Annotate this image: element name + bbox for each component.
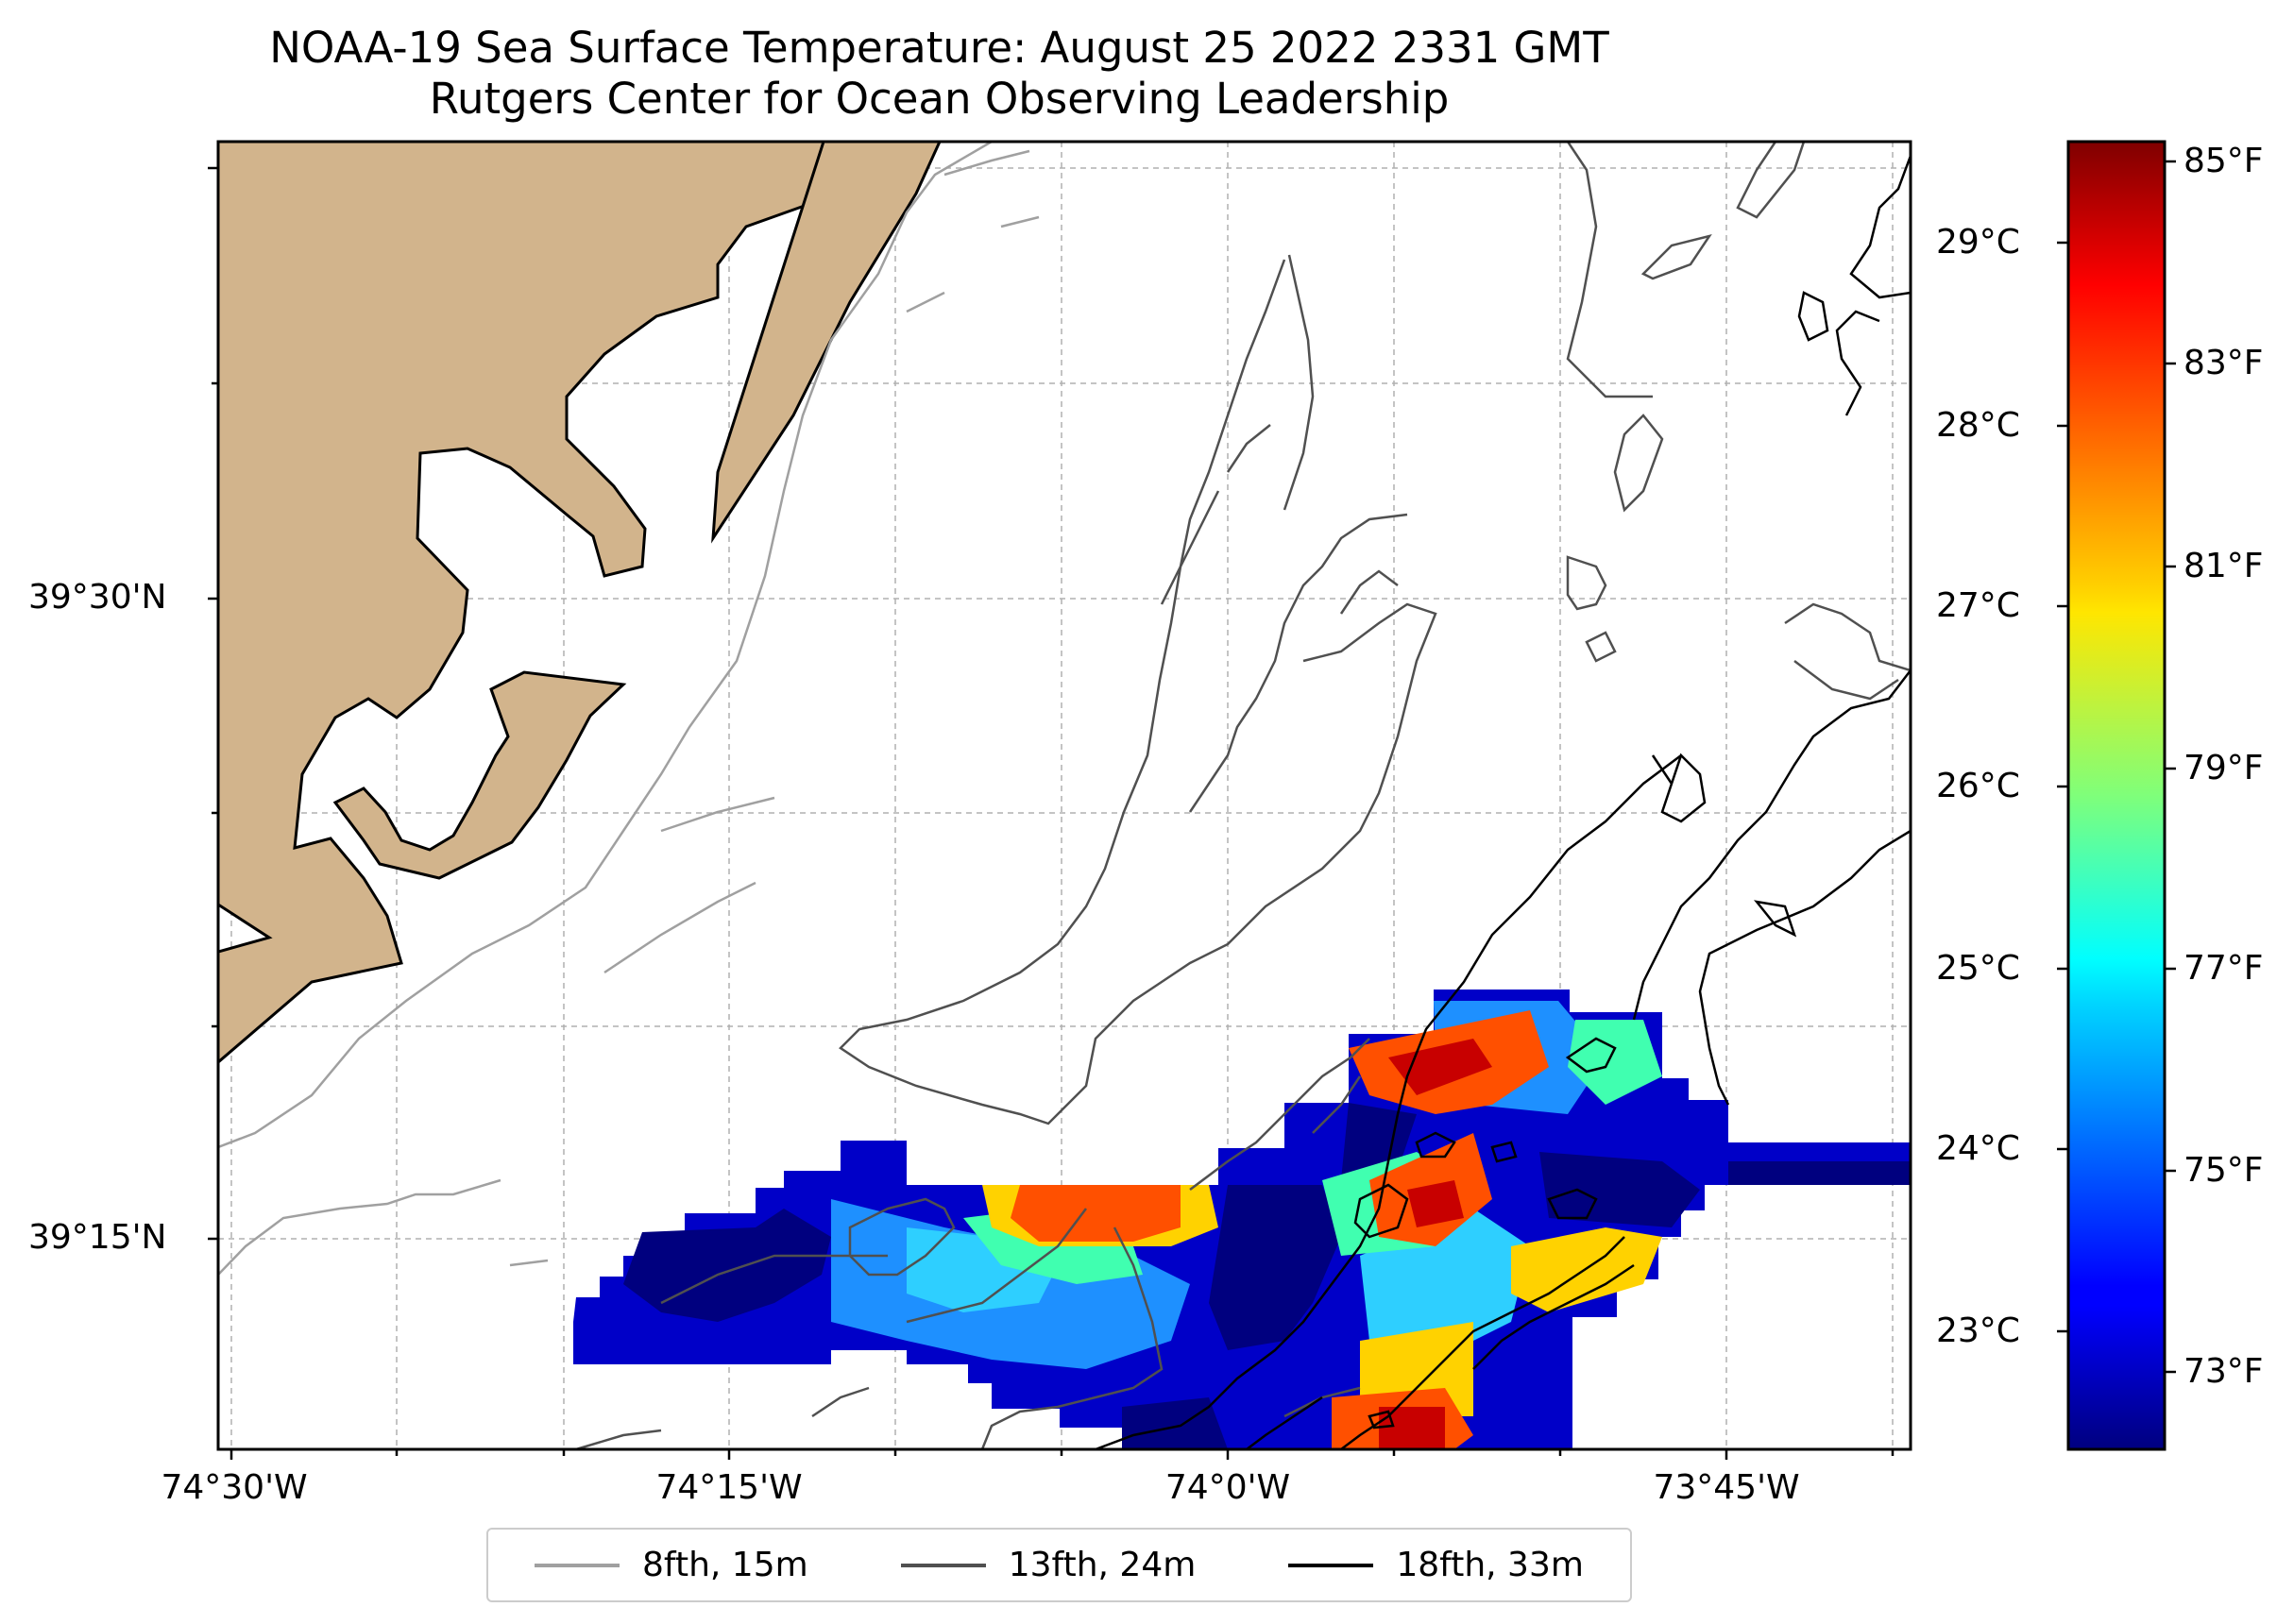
legend-label: 18fth, 33m xyxy=(1396,1546,1584,1584)
legend-item-13fth: 13fth, 24m xyxy=(900,1546,1197,1584)
isobath-18fth xyxy=(1095,155,1911,1449)
colorbar-celsius-label: 26°C xyxy=(1936,767,2020,805)
colorbar-fahrenheit-label: 85°F xyxy=(2184,142,2264,180)
legend-item-8fth: 8fth, 15m xyxy=(535,1546,808,1584)
legend-line-swatch xyxy=(1288,1563,1374,1567)
colorbar-fahrenheit-label: 81°F xyxy=(2184,547,2264,585)
x-tick-label: 74°30'W xyxy=(161,1468,308,1507)
sst-data-patch xyxy=(573,990,1911,1449)
isobath-8fth xyxy=(218,142,1040,1276)
colorbar xyxy=(2066,140,2167,1451)
colorbar-celsius-label: 24°C xyxy=(1936,1129,2020,1168)
colorbar-ticks xyxy=(2057,160,2176,1374)
isobath-legend: 8fth, 15m 13fth, 24m 18fth, 33m xyxy=(486,1528,1632,1602)
colorbar-fahrenheit-label: 77°F xyxy=(2184,949,2264,988)
legend-label: 13fth, 24m xyxy=(1008,1546,1197,1584)
land-new-jersey xyxy=(218,142,942,1064)
y-tick-label: 39°30'N xyxy=(28,578,167,617)
axis-ticks xyxy=(208,166,1895,1460)
colorbar-fahrenheit-label: 79°F xyxy=(2184,749,2264,787)
legend-item-18fth: 18fth, 33m xyxy=(1288,1546,1584,1584)
map-subtitle: Rutgers Center for Ocean Observing Leade… xyxy=(429,74,1450,124)
colorbar-celsius-label: 23°C xyxy=(1936,1311,2020,1350)
y-tick-label: 39°15'N xyxy=(28,1218,167,1257)
legend-line-swatch xyxy=(535,1563,620,1567)
isobath-13fth xyxy=(575,142,1911,1449)
x-tick-label: 74°0'W xyxy=(1164,1468,1291,1507)
colorbar-celsius-label: 28°C xyxy=(1936,406,2020,445)
map-title: NOAA-19 Sea Surface Temperature: August … xyxy=(269,23,1609,73)
colorbar-celsius-label: 29°C xyxy=(1936,223,2020,262)
legend-line-swatch xyxy=(900,1563,986,1567)
map-frame xyxy=(216,140,1912,1451)
colorbar-celsius-label: 27°C xyxy=(1936,586,2020,625)
colorbar-fahrenheit-label: 73°F xyxy=(2184,1352,2264,1391)
colorbar-fahrenheit-label: 83°F xyxy=(2184,344,2264,382)
x-tick-label: 74°15'W xyxy=(655,1468,803,1507)
x-tick-label: 73°45'W xyxy=(1653,1468,1800,1507)
colorbar-celsius-label: 25°C xyxy=(1936,949,2020,988)
legend-label: 8fth, 15m xyxy=(642,1546,808,1584)
colorbar-fahrenheit-label: 75°F xyxy=(2184,1151,2264,1190)
